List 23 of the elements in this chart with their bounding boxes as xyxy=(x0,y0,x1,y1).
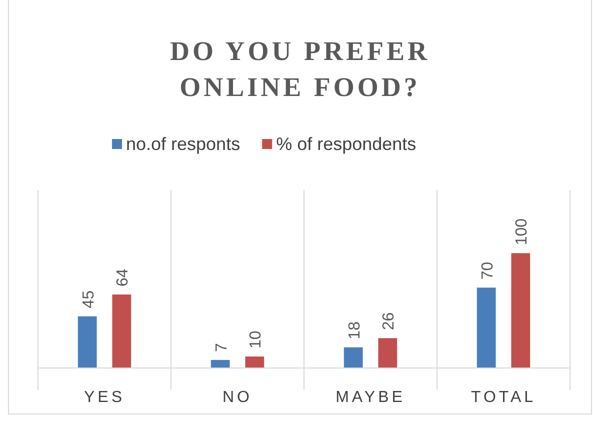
bar xyxy=(245,356,264,368)
data-label: 100 xyxy=(514,218,531,246)
bar xyxy=(78,316,97,368)
legend-label: % of respondents xyxy=(276,134,416,154)
data-label: 26 xyxy=(380,312,398,330)
x-tick-label: YES xyxy=(84,389,126,406)
data-label: 70 xyxy=(479,262,496,280)
data-label: 64 xyxy=(114,268,132,287)
bar xyxy=(210,360,230,368)
data-label: 7 xyxy=(213,342,230,352)
data-label: 45 xyxy=(80,290,98,308)
bar xyxy=(344,347,363,368)
legend-label: no.of responts xyxy=(126,134,240,154)
chart-title: DO YOU PREFER ONLINE FOOD? xyxy=(170,36,430,102)
data-label: 18 xyxy=(346,321,364,340)
bar xyxy=(112,294,132,368)
x-tick-label: NO xyxy=(222,389,252,406)
data-label: 10 xyxy=(248,330,265,349)
bar xyxy=(476,288,496,368)
x-tick-label: MAYBE xyxy=(336,389,406,406)
x-tick-label: TOTAL xyxy=(470,389,536,406)
bar xyxy=(378,338,398,368)
bar xyxy=(511,253,530,368)
